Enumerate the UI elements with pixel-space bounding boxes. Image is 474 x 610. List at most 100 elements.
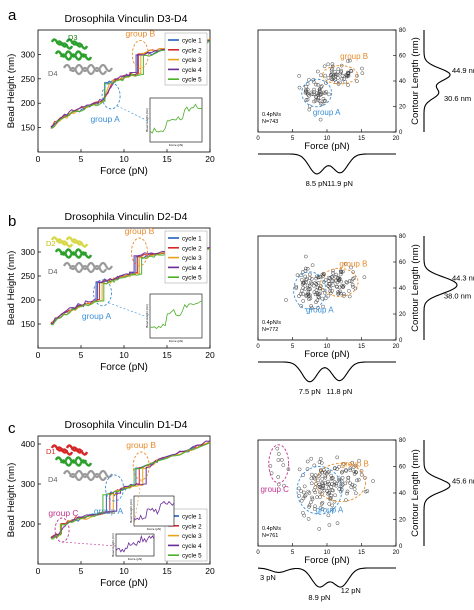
scatter-point [314, 274, 319, 279]
scatter-point [350, 282, 355, 287]
scatter-point [302, 494, 307, 499]
legend-label: cycle 1 [182, 38, 202, 45]
inset-x-label: Force (pN) [169, 143, 183, 147]
scatter-point [329, 476, 334, 480]
scatter-point [327, 469, 331, 474]
scatter-point [321, 483, 326, 488]
group-b-ellipse [131, 237, 148, 267]
scatter-point [314, 282, 319, 286]
scatter-point [344, 469, 348, 473]
scatter-point [317, 482, 322, 487]
y-tick-label: 250 [21, 271, 35, 281]
x-tick-label: 5 [79, 154, 84, 164]
y-tick-label: 200 [21, 98, 35, 108]
scatter-point [371, 479, 375, 483]
scatter-point [309, 456, 314, 461]
scatter-point [344, 498, 348, 502]
scatter-point [323, 278, 328, 282]
scatter-point [294, 286, 299, 290]
legend-label: cycle 4 [182, 543, 202, 550]
y-tick-label: 300 [21, 247, 35, 257]
scatter-point [321, 304, 325, 309]
scatter-point [315, 69, 320, 74]
inset-x-label: Force (pN) [169, 339, 183, 343]
scatter-point [313, 473, 318, 478]
inset-y-label: Bead Height (nm) [145, 304, 149, 328]
scatter-point [350, 460, 355, 465]
scatter-point [304, 90, 309, 94]
colored-helix [75, 448, 89, 456]
domain-label-top: D2 [46, 239, 56, 248]
contour-length-histogram [423, 30, 451, 132]
scatter-point [316, 295, 321, 299]
scatter-point [276, 458, 281, 462]
legend: cycle 1 cycle 2 cycle 3 cycle 4 cycle 5 [164, 508, 208, 562]
scatter-point [323, 73, 328, 78]
panel-c: c Drosophila Vinculin D1-D40 5 10 15 20200300… [6, 419, 474, 602]
scatter-point [331, 283, 336, 288]
scatter-point [341, 269, 345, 274]
scatter-point [313, 490, 318, 495]
scatter-point [315, 91, 319, 96]
scatter-y-tick-label: 0 [399, 130, 403, 136]
scatter-point [309, 305, 314, 310]
scatter-point [339, 470, 344, 475]
scatter-point [320, 101, 325, 106]
domain-label-bottom: D4 [48, 475, 58, 484]
scatter-point [304, 277, 309, 282]
scatter-group-ellipse [296, 466, 343, 515]
scatter-point [365, 489, 370, 493]
legend: cycle 1 cycle 2 cycle 3 cycle 4 cycle 5 [164, 230, 208, 284]
y-axis-label: Bead Height (nm) [6, 251, 17, 325]
scatter-point [302, 513, 307, 518]
inset-zoom-c: Bead Height (nm) Force (pN) [111, 533, 155, 561]
scatter-point [307, 503, 312, 508]
y-tick-label: 300 [21, 49, 35, 59]
scatter-point [295, 273, 300, 278]
scatter-point [337, 277, 342, 281]
scatter-point [318, 456, 323, 461]
grey-helix [81, 472, 95, 482]
rate-annotation: 0.4pN/s [262, 526, 281, 532]
scatter-point [330, 279, 334, 283]
scatter-point [322, 488, 327, 493]
scatter-point [309, 500, 313, 505]
scatter-point [297, 73, 302, 78]
scatter-x-tick-label: 0 [256, 136, 260, 142]
scatter-point [347, 288, 351, 293]
scatter-group-label: group B [341, 459, 369, 468]
scatter-point [303, 254, 308, 259]
scatter-point [333, 74, 338, 78]
scatter-point [306, 287, 311, 292]
scatter-point [332, 499, 337, 504]
legend-label: cycle 4 [182, 265, 202, 272]
scatter-point [310, 495, 314, 500]
scatter-point [275, 446, 280, 451]
legend-label: cycle 5 [182, 553, 202, 560]
inset-y-label: Bead Height (nm) [111, 533, 115, 557]
force-peak-label: 12 pN [341, 586, 361, 595]
scatter-point [307, 78, 311, 82]
inset-trace [115, 534, 155, 553]
domain-label-bottom: D4 [48, 267, 58, 276]
panel-b: b Drosophila Vinculin D2-D40 5 10 15 20150200… [6, 211, 474, 396]
scatter-point [284, 298, 288, 302]
group-a-label: group A [94, 506, 124, 516]
scatter-point [320, 296, 325, 301]
grey-helix [69, 66, 83, 76]
scatter-x-tick-label: 15 [358, 550, 365, 556]
scatter-point [330, 503, 335, 508]
scatter-point [352, 276, 357, 280]
scatter-point [340, 76, 344, 81]
scatter-point [302, 281, 306, 285]
contour-length-histogram [423, 440, 451, 546]
scatter-point [310, 263, 315, 268]
scatter-x-tick-label: 10 [324, 344, 331, 350]
scatter-point [313, 504, 317, 509]
scatter-point [339, 70, 343, 75]
grey-helix [93, 264, 107, 274]
scatter-point [301, 280, 305, 285]
scatter-point [335, 521, 340, 526]
series-line-5 [50, 442, 211, 540]
scatter-point [348, 481, 353, 486]
